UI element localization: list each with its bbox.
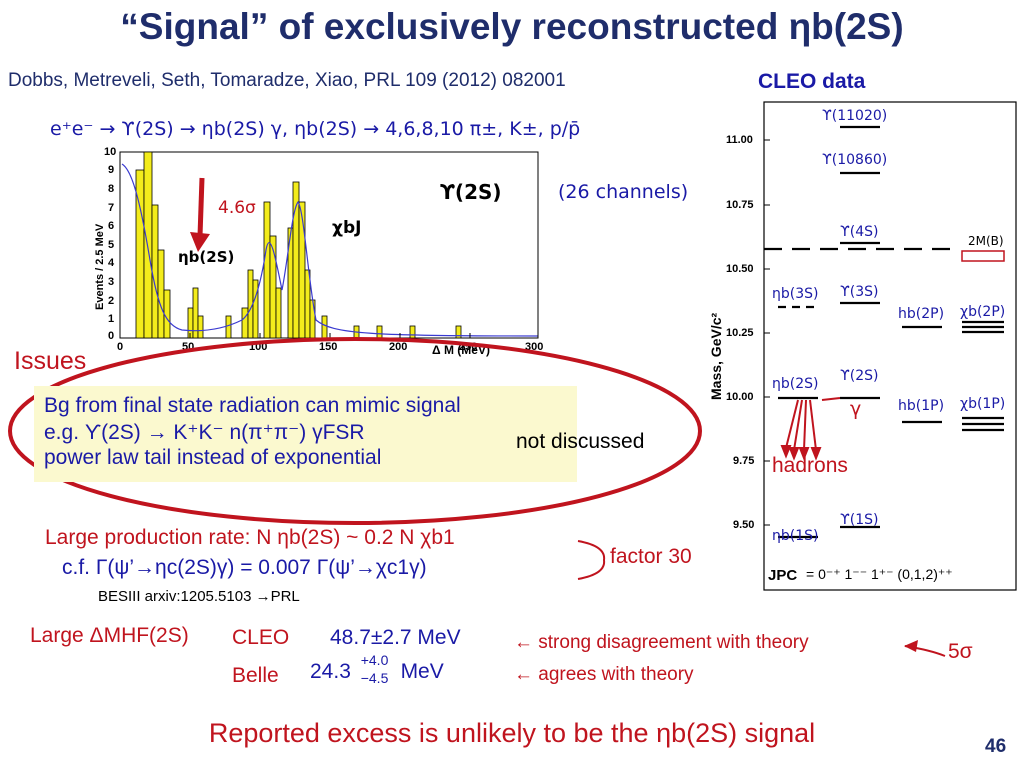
hist-chi-label: χbJ bbox=[332, 218, 362, 238]
belle-central: 24.3 bbox=[310, 660, 351, 683]
hist-significance: 4.6σ bbox=[218, 198, 256, 218]
issues-box: Bg from final state radiation can mimic … bbox=[34, 386, 577, 482]
state-upsilon-11020: ϒ(11020) bbox=[822, 108, 888, 124]
cleo-data-label: CLEO data bbox=[758, 70, 866, 93]
state-upsilon-2s: ϒ(2S) bbox=[840, 368, 879, 384]
level-ytick-1050: 10.50 bbox=[726, 263, 754, 275]
slide-title: “Signal” of exclusively reconstructed ηb… bbox=[120, 6, 904, 47]
disagreement-note: ← strong disagreement with theory bbox=[514, 632, 809, 653]
issues-line-1: Bg from final state radiation can mimic … bbox=[44, 394, 461, 417]
not-discussed-note: not discussed bbox=[516, 430, 645, 453]
hist-ytick-9: 9 bbox=[108, 164, 115, 176]
level-ytick-950: 9.50 bbox=[733, 519, 755, 531]
gamma-label: γ bbox=[850, 398, 862, 420]
hist-x-label: Δ M (MeV) bbox=[432, 343, 490, 357]
state-2mb: 2M(B) bbox=[968, 234, 1004, 248]
hist-ytick-2: 2 bbox=[108, 295, 115, 307]
hist-ytick-3: 3 bbox=[108, 276, 115, 288]
level-diagram: Mass, GeV/c² 11.00 10.75 10.50 10.25 10.… bbox=[706, 100, 1018, 592]
hist-ytick-0: 0 bbox=[108, 330, 115, 342]
hist-ytick-10: 10 bbox=[104, 146, 117, 158]
agreement-note: ← agrees with theory bbox=[514, 664, 694, 685]
hist-xtick-150: 150 bbox=[319, 341, 338, 353]
issues-heading: Issues bbox=[14, 347, 87, 375]
jpc-label: JPC bbox=[768, 567, 798, 584]
belle-unit: MeV bbox=[400, 660, 444, 683]
hyperfine-label: Large ΔMHF(2S) bbox=[30, 624, 189, 647]
state-upsilon-3s: ϒ(3S) bbox=[840, 284, 879, 300]
state-etab-3s: ηb(3S) bbox=[772, 286, 819, 302]
hist-xtick-200: 200 bbox=[389, 341, 408, 353]
belle-label: Belle bbox=[232, 664, 279, 687]
histogram-figure: Events / 2.5 MeV bbox=[92, 140, 552, 360]
state-upsilon-10860: ϒ(10860) bbox=[822, 152, 888, 168]
issues-line-2: e.g. ϒ(2S) → K⁺K⁻ n(π⁺π⁻) γFSR bbox=[44, 421, 365, 444]
hist-xtick-100: 100 bbox=[249, 341, 268, 353]
channel-count: (26 channels) bbox=[558, 181, 689, 203]
level-diagram-frame bbox=[763, 101, 1017, 591]
histogram-plot bbox=[119, 151, 539, 339]
state-etab-2s: ηb(2S) bbox=[772, 376, 819, 392]
cleo-value: 48.7±2.7 MeV bbox=[330, 626, 461, 649]
hist-ytick-6: 6 bbox=[108, 220, 115, 232]
comparison-line: c.f. Γ(ψ’→ηc(2S)γ) = 0.007 Γ(ψ’→χc1γ) bbox=[62, 556, 427, 579]
level-ytick-1075: 10.75 bbox=[726, 199, 754, 211]
hist-ytick-5: 5 bbox=[108, 239, 115, 251]
hist-eta-label: ηb(2S) bbox=[178, 248, 235, 266]
level-ytick-1000: 10.00 bbox=[726, 391, 754, 403]
five-sigma: 5σ bbox=[948, 640, 973, 663]
hist-ytick-7: 7 bbox=[108, 202, 115, 214]
state-chib-2p: χb(2P) bbox=[960, 304, 1006, 320]
hist-xtick-50: 50 bbox=[182, 341, 195, 353]
belle-minus-error: −4.5 bbox=[360, 670, 389, 687]
level-y-label: Mass, GeV/c² bbox=[708, 312, 724, 400]
jpc-values: = 0⁻⁺ 1⁻⁻ 1⁺⁻ (0,1,2)⁺⁺ bbox=[806, 566, 953, 582]
state-hb-2p: hb(2P) bbox=[898, 306, 945, 322]
production-rate-line: Large production rate: N ηb(2S) ~ 0.2 N … bbox=[45, 526, 455, 549]
state-upsilon-1s: ϒ(1S) bbox=[840, 512, 879, 528]
factor-30-note: factor 30 bbox=[610, 545, 692, 568]
hist-ytick-8: 8 bbox=[108, 183, 115, 195]
level-ytick-1100: 11.00 bbox=[726, 134, 753, 146]
hist-xtick-0: 0 bbox=[117, 341, 124, 353]
hist-xtick-300: 300 bbox=[525, 341, 544, 353]
level-ytick-975: 9.75 bbox=[733, 455, 755, 467]
hist-upsilon-label: ϒ(2S) bbox=[440, 180, 502, 204]
issues-line-3: power law tail instead of exponential bbox=[44, 446, 382, 469]
hist-ytick-1: 1 bbox=[108, 313, 115, 325]
level-ytick-1025: 10.25 bbox=[726, 327, 754, 339]
besiii-reference: BESIII arxiv:1205.5103 →PRL bbox=[98, 588, 300, 605]
slide-number: 46 bbox=[985, 736, 1007, 757]
belle-plus-error: +4.0 bbox=[360, 652, 389, 669]
conclusion: Reported excess is unlikely to be the ηb… bbox=[208, 718, 816, 748]
state-hb-1p: hb(1P) bbox=[898, 398, 945, 414]
state-upsilon-4s: ϒ(4S) bbox=[840, 224, 879, 240]
cleo-label: CLEO bbox=[232, 626, 290, 649]
hadrons-label: hadrons bbox=[772, 454, 848, 477]
hist-ytick-4: 4 bbox=[108, 257, 115, 269]
state-etab-1s: ηb(1S) bbox=[772, 528, 819, 544]
state-chib-1p: χb(1P) bbox=[960, 396, 1006, 412]
decay-process: e⁺e⁻ → ϒ(2S) → ηb(2S) γ, ηb(2S) → 4,6,8,… bbox=[50, 118, 581, 140]
belle-value: 24.3 +4.0 −4.5 MeV bbox=[310, 652, 444, 687]
reference-citation: Dobbs, Metreveli, Seth, Tomaradze, Xiao,… bbox=[8, 70, 566, 91]
